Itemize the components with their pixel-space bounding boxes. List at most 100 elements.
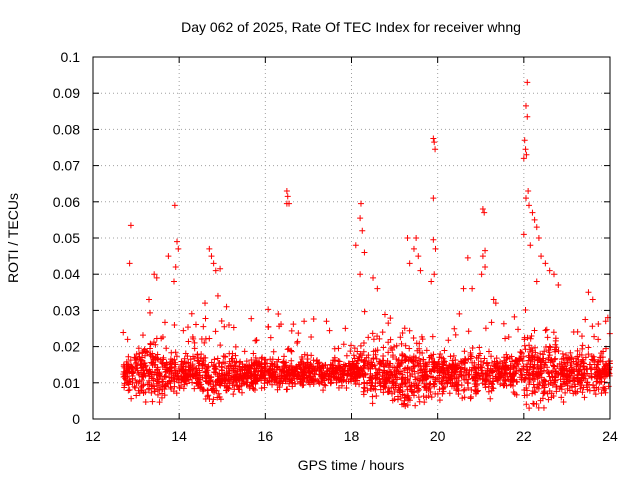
data-point [588, 353, 595, 360]
data-point [426, 359, 433, 366]
data-point [451, 382, 458, 389]
data-point [577, 378, 584, 385]
data-point [168, 349, 175, 356]
data-point [526, 405, 533, 412]
data-point [357, 215, 364, 222]
axis-ticks [92, 56, 611, 420]
x-axis-tick-labels: 12 14 16 18 20 22 24 [85, 428, 618, 444]
data-point [190, 373, 197, 380]
data-point [170, 388, 177, 395]
data-point [333, 367, 340, 374]
data-point [163, 345, 170, 352]
data-point [140, 390, 147, 397]
data-point [600, 348, 607, 355]
data-point [465, 356, 472, 363]
data-point [564, 385, 571, 392]
data-point [255, 368, 262, 375]
data-point [135, 370, 142, 377]
data-point [284, 193, 291, 200]
data-point [208, 253, 215, 260]
data-point [184, 324, 191, 331]
data-point [330, 362, 337, 369]
data-point [377, 378, 384, 385]
data-point [123, 358, 130, 365]
data-point [370, 336, 377, 343]
data-point [153, 274, 160, 281]
data-point [502, 370, 509, 377]
data-point [310, 316, 317, 323]
data-point [552, 337, 559, 344]
data-point [372, 386, 379, 393]
data-point [252, 354, 259, 361]
x-tick-label: 22 [516, 428, 532, 444]
data-point [423, 394, 430, 401]
data-point [226, 370, 233, 377]
data-point [559, 365, 566, 372]
data-point [416, 355, 423, 362]
data-point [529, 371, 536, 378]
data-point [171, 322, 178, 329]
data-point [142, 398, 149, 405]
data-point [404, 376, 411, 383]
data-point [559, 350, 566, 357]
data-point [243, 381, 250, 388]
data-point [530, 400, 537, 407]
data-point [411, 384, 418, 391]
data-point [397, 360, 404, 367]
data-point [479, 206, 486, 213]
data-point [562, 389, 569, 396]
data-point [345, 378, 352, 385]
data-point [418, 366, 425, 373]
data-point [525, 352, 532, 359]
data-point [368, 385, 375, 392]
data-point [294, 365, 301, 372]
data-point [385, 385, 392, 392]
data-point [286, 378, 293, 385]
data-point [126, 260, 133, 267]
data-point [574, 388, 581, 395]
data-point [250, 380, 257, 387]
data-point [508, 381, 515, 388]
data-point [190, 335, 197, 342]
data-point [524, 361, 531, 368]
data-point [490, 368, 497, 375]
data-point [211, 356, 218, 363]
data-point [146, 373, 153, 380]
data-point [449, 357, 456, 364]
data-point [218, 363, 225, 370]
data-point [279, 380, 286, 387]
data-point [529, 387, 536, 394]
data-point [552, 346, 559, 353]
data-point [369, 362, 376, 369]
data-point [230, 391, 237, 398]
data-point [548, 356, 555, 363]
data-point [369, 400, 376, 407]
data-point [220, 359, 227, 366]
data-point [340, 341, 347, 348]
data-point [399, 329, 406, 336]
data-point [238, 389, 245, 396]
data-point [267, 356, 274, 363]
data-point [434, 368, 441, 375]
data-point [133, 351, 140, 358]
data-point [541, 348, 548, 355]
data-point [597, 357, 604, 364]
data-point [407, 373, 414, 380]
data-point [343, 384, 350, 391]
data-point [526, 366, 533, 373]
data-point [297, 379, 304, 386]
y-tick-label: 0.09 [53, 85, 80, 101]
data-point [482, 377, 489, 384]
data-point [536, 380, 543, 387]
data-point [216, 379, 223, 386]
data-point [147, 368, 154, 375]
data-point [521, 137, 528, 144]
data-point [458, 382, 465, 389]
data-point [482, 325, 489, 332]
data-point [449, 366, 456, 373]
data-point [222, 377, 229, 384]
data-point [441, 347, 448, 354]
data-point [430, 367, 437, 374]
data-point [579, 345, 586, 352]
data-point [281, 368, 288, 375]
